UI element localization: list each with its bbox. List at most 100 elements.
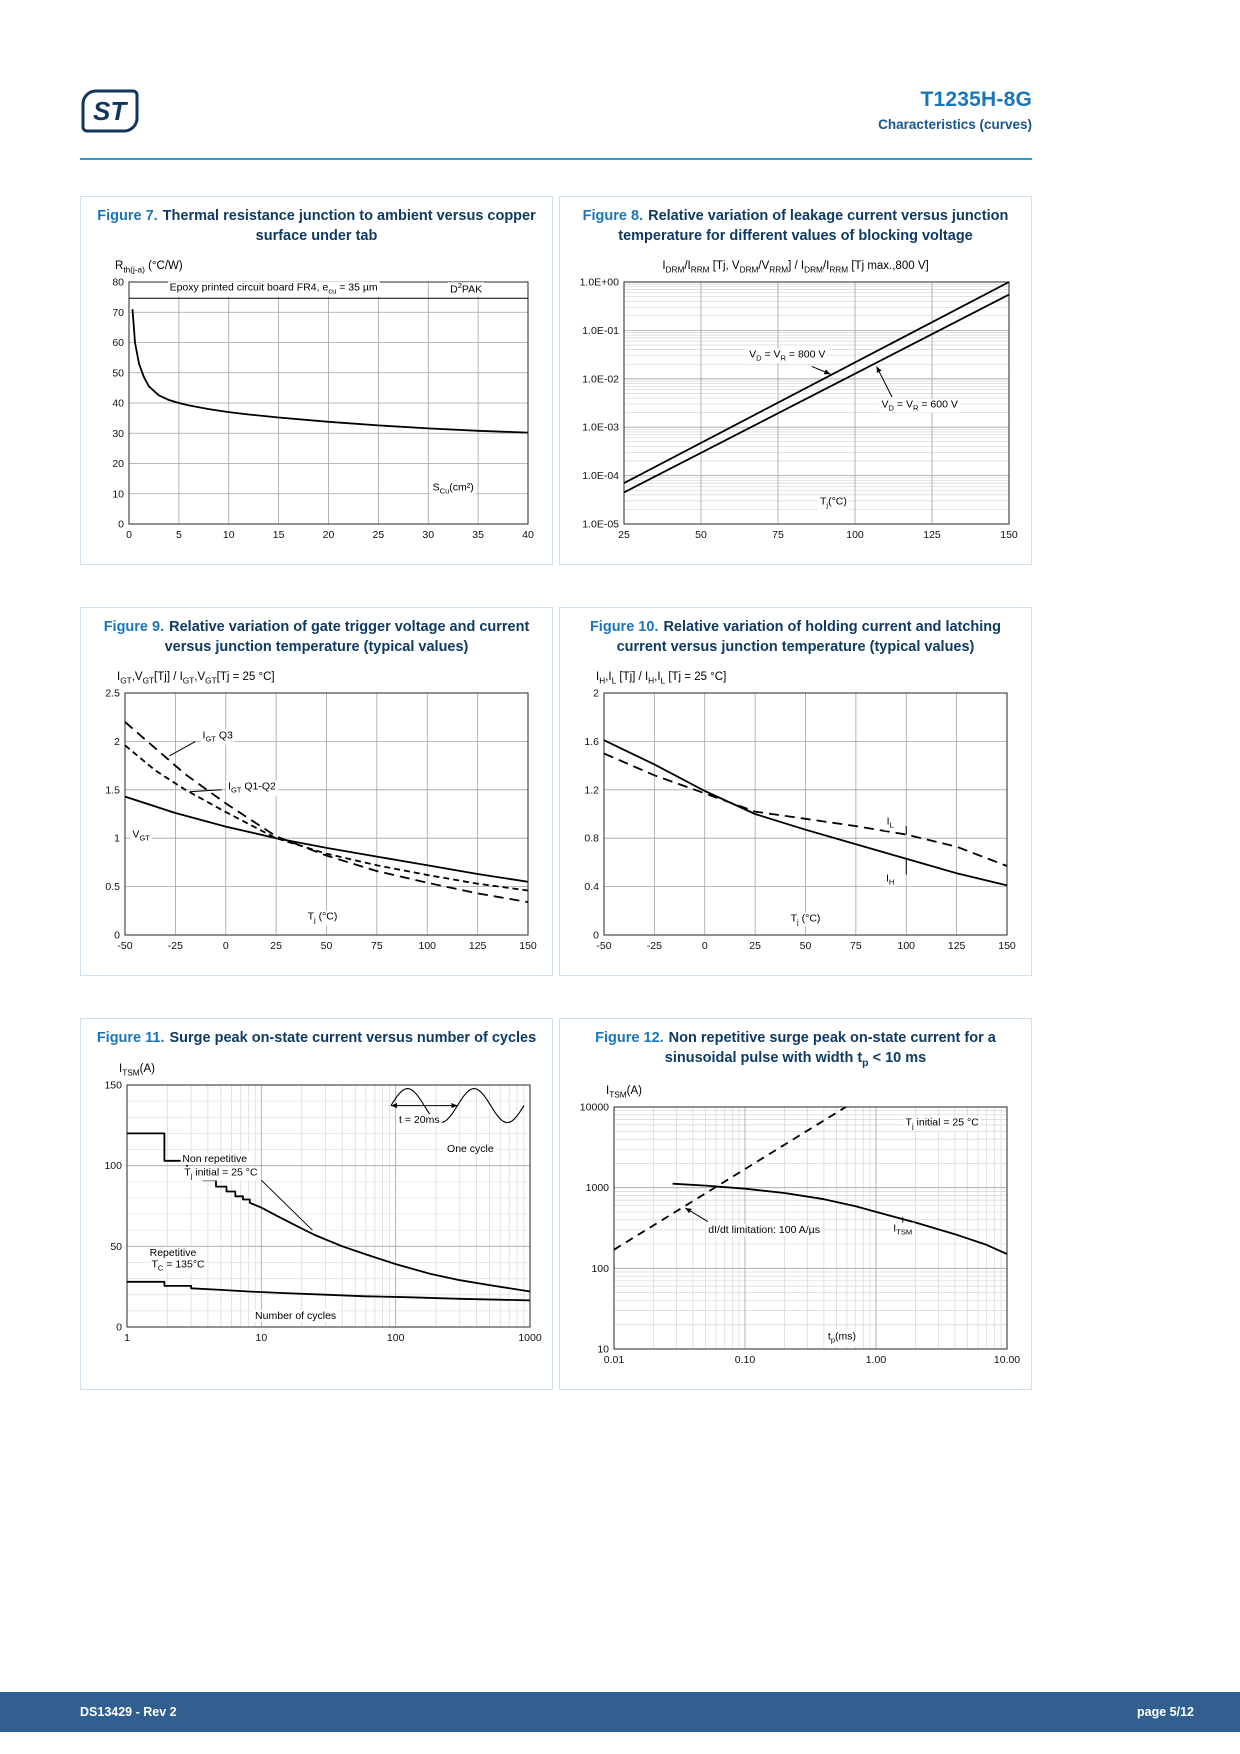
svg-text:150: 150 <box>998 940 1016 952</box>
section-subtitle: Characteristics (curves) <box>878 117 1032 132</box>
figure-number: Figure 9. <box>103 619 165 636</box>
svg-text:100: 100 <box>591 1263 609 1275</box>
figure-number: Figure 10. <box>589 619 659 636</box>
footer-page-number: page 5/12 <box>1137 1705 1194 1719</box>
chart-annotation: IGT Q1-Q2 <box>226 780 278 796</box>
figure-panel-12: Figure 12. Non repetitive surge peak on-s… <box>559 1018 1032 1390</box>
svg-text:0.01: 0.01 <box>604 1354 625 1366</box>
svg-text:0: 0 <box>702 940 708 952</box>
figure-panel-7: Figure 7. Thermal resistance junction to … <box>80 196 553 566</box>
figure-panel-9: Figure 9. Relative variation of gate trig… <box>80 607 553 977</box>
chart-canvas: -50 -25 0 25 50 75 100 125 150 0 0.5 1 1.5 2 2.5 <box>105 688 537 953</box>
figures-grid: Figure 7. Thermal resistance junction to … <box>80 196 1032 1390</box>
svg-text:1: 1 <box>124 1332 130 1344</box>
chart-annotation: IL <box>884 815 896 831</box>
svg-text:10.00: 10.00 <box>994 1354 1020 1366</box>
svg-text:10: 10 <box>597 1343 609 1355</box>
product-title: T1235H-8G <box>920 88 1032 111</box>
figure-number: Figure 12. <box>595 1030 664 1047</box>
chart-annotation: Non repetitive <box>180 1152 250 1166</box>
figure-number: Figure 8. <box>582 208 644 224</box>
svg-text:1000: 1000 <box>518 1332 542 1344</box>
axis-title: ITSM(A) <box>119 1062 155 1078</box>
chart-canvas: 0 5 10 15 20 25 30 35 40 0 10 20 30 40 50 60 70 80 <box>112 277 534 542</box>
figure-title: Thermal resistance junction to ambient v… <box>162 208 536 244</box>
svg-text:100: 100 <box>104 1160 122 1172</box>
svg-text:1.0E-02: 1.0E-02 <box>582 373 619 385</box>
chart-annotation: D2PAK <box>448 281 485 297</box>
svg-text:30: 30 <box>112 428 124 440</box>
svg-text:2: 2 <box>114 736 120 748</box>
svg-text:15: 15 <box>273 529 285 541</box>
svg-text:25: 25 <box>618 529 630 541</box>
svg-text:1.2: 1.2 <box>584 785 599 797</box>
page-header: ST T1235H-8G Characteristics (curves) <box>80 88 1032 134</box>
chart-annotation: Tj (°C) <box>305 910 340 926</box>
svg-text:0: 0 <box>114 930 120 942</box>
chart-annotation: Tj(°C) <box>817 495 849 511</box>
figure-title: Relative variation of gate trigger volta… <box>164 619 530 655</box>
svg-text:10: 10 <box>223 529 235 541</box>
figure-caption: Figure 9. Relative variation of gate trig… <box>89 610 544 663</box>
chart-annotation: Tj initial = 25 °C <box>182 1166 260 1181</box>
chart-annotation: dI/dt limitation: 100 A/µs <box>706 1223 822 1236</box>
svg-text:1.0E-01: 1.0E-01 <box>582 325 619 337</box>
svg-text:1000: 1000 <box>586 1182 610 1194</box>
axis-title: ITSM(A) <box>606 1084 642 1100</box>
st-logo-graphic: ST <box>81 89 139 133</box>
svg-text:0: 0 <box>223 940 229 952</box>
svg-text:0: 0 <box>116 1321 122 1333</box>
chart-canvas: 25 50 75 100 125 150 1.0E+00 1.0E-01 1.0E-02 1.0E… <box>580 277 1018 542</box>
axis-title: IGT,VGT[Tj] / IGT,VGT[Tj = 25 °C] <box>117 671 275 686</box>
figure-number: Figure 7. <box>97 208 158 224</box>
chart-annotation: Tj (°C) <box>788 912 823 927</box>
svg-text:-50: -50 <box>117 940 132 952</box>
chart-annotation: SCu(cm²) <box>430 481 476 497</box>
svg-text:5: 5 <box>176 529 182 541</box>
svg-text:1.0E-04: 1.0E-04 <box>582 470 619 482</box>
chart-canvas: 0.01 0.10 1.00 10.00 10 100 1000 10000 <box>580 1101 1020 1366</box>
st-logo: ST <box>80 88 140 134</box>
svg-text:0: 0 <box>118 519 124 531</box>
svg-text:50: 50 <box>695 529 707 541</box>
svg-text:0: 0 <box>593 930 599 942</box>
svg-text:2.5: 2.5 <box>105 688 120 700</box>
chart-figure-11: 1 10 100 1000 0 50 100 150 Non repetitive Tj init… <box>89 1059 544 1357</box>
svg-text:150: 150 <box>1000 529 1018 541</box>
svg-text:75: 75 <box>371 940 383 952</box>
chart-annotation: Number of cycles <box>253 1309 339 1322</box>
chart-canvas: 1 10 100 1000 0 50 100 150 <box>104 1079 542 1344</box>
svg-text:50: 50 <box>800 940 812 952</box>
svg-text:50: 50 <box>110 1241 122 1253</box>
chart-figure-8: 25 50 75 100 125 150 1.0E+00 1.0E-01 1.0E-02 1.0E… <box>568 256 1023 554</box>
figure-caption: Figure 11. Surge peak on-state current ve… <box>89 1021 544 1055</box>
figure-title: Surge peak on-state current versus numbe… <box>169 1030 537 1047</box>
svg-text:100: 100 <box>846 529 864 541</box>
chart-canvas: -50 -25 0 25 50 75 100 125 150 0 0.4 0.8 1.2 1.6 2 <box>584 688 1016 953</box>
chart-annotation: t = 20ms <box>397 1114 442 1127</box>
svg-text:0.5: 0.5 <box>105 881 120 893</box>
chart-figure-12: 0.01 0.10 1.00 10.00 10 100 1000 10000 Tj initia… <box>568 1081 1023 1379</box>
chart-figure-10: -50 -25 0 25 50 75 100 125 150 0 0.4 0.8 1.2 1.6 2 IL IH… <box>568 667 1023 965</box>
svg-text:1.0E-03: 1.0E-03 <box>582 422 619 434</box>
chart-annotation: tp(ms) <box>825 1330 859 1346</box>
svg-text:2: 2 <box>593 688 599 700</box>
svg-text:35: 35 <box>472 529 484 541</box>
svg-text:30: 30 <box>422 529 434 541</box>
svg-text:75: 75 <box>772 529 784 541</box>
svg-text:0.8: 0.8 <box>584 833 599 845</box>
axis-title: IH,IL [Tj] / IH,IL [Tj = 25 °C] <box>596 671 727 686</box>
axis-title: Rth(j-a) (°C/W) <box>115 260 183 275</box>
figure-title: Relative variation of holding current an… <box>616 619 1002 655</box>
chart-annotation: IH <box>883 872 897 887</box>
svg-text:10: 10 <box>112 488 124 500</box>
svg-text:0: 0 <box>126 529 132 541</box>
svg-text:40: 40 <box>522 529 534 541</box>
figure-caption: Figure 8. Relative variation of leakage c… <box>568 199 1023 252</box>
figure-title: Relative variation of leakage current ve… <box>618 208 1009 244</box>
svg-text:75: 75 <box>850 940 862 952</box>
figure-panel-8: Figure 8. Relative variation of leakage c… <box>559 196 1032 566</box>
svg-text:125: 125 <box>948 940 966 952</box>
chart-annotation: One cycle <box>445 1143 496 1156</box>
